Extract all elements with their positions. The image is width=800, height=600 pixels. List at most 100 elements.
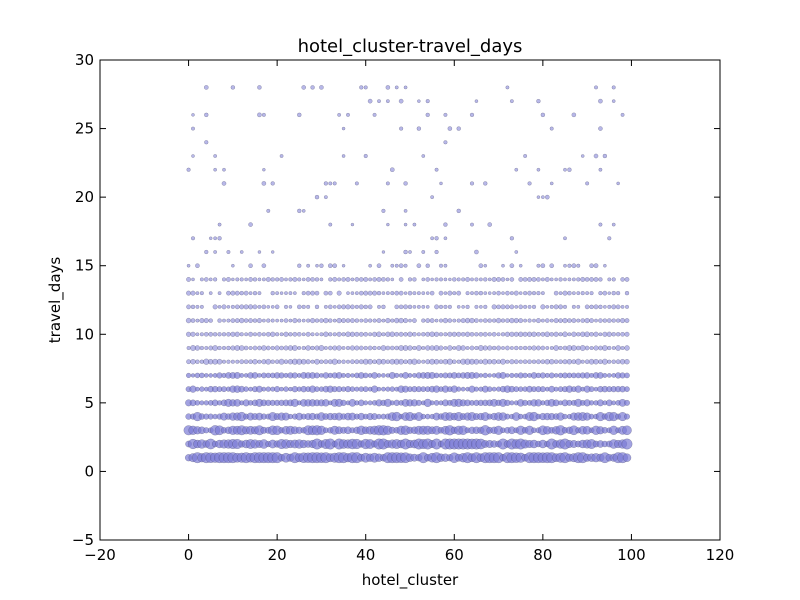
data-point: [226, 359, 231, 364]
data-point: [341, 277, 346, 282]
data-point: [217, 304, 222, 309]
data-point: [257, 331, 262, 337]
data-point: [204, 85, 209, 90]
data-point: [474, 277, 479, 282]
x-tick-label: 80: [533, 546, 552, 564]
data-point: [190, 304, 196, 310]
data-point: [433, 345, 440, 351]
data-point: [354, 304, 359, 309]
data-point: [540, 331, 546, 337]
data-point: [195, 304, 200, 309]
data-point: [349, 331, 356, 337]
data-point: [194, 345, 201, 351]
data-point: [602, 304, 607, 309]
data-point: [315, 332, 319, 337]
data-point: [270, 181, 275, 186]
data-point: [523, 304, 528, 309]
data-point: [464, 331, 471, 337]
data-point: [319, 359, 324, 364]
data-point: [460, 386, 466, 392]
data-point: [607, 277, 612, 282]
data-point: [421, 291, 426, 296]
data-point: [203, 277, 209, 282]
data-point: [589, 304, 594, 310]
data-point: [496, 332, 501, 337]
data-point: [527, 359, 532, 365]
data-point: [496, 276, 502, 282]
data-point: [554, 277, 559, 282]
data-point: [390, 291, 395, 296]
data-point: [602, 318, 608, 323]
data-point: [195, 359, 200, 364]
data-point: [195, 291, 200, 296]
data-point: [421, 304, 426, 309]
data-point: [456, 386, 462, 392]
data-point: [248, 222, 253, 227]
data-point: [505, 345, 510, 351]
x-tick-label: 0: [184, 546, 194, 564]
data-point: [624, 318, 630, 323]
data-point: [368, 332, 373, 337]
data-point: [279, 154, 284, 158]
data-point: [496, 359, 501, 364]
data-point: [562, 290, 568, 296]
data-point: [611, 400, 617, 406]
x-axis-label: hotel_cluster: [362, 571, 459, 590]
data-point: [536, 263, 541, 268]
data-point: [292, 317, 298, 324]
data-point: [190, 331, 196, 337]
data-point: [257, 373, 262, 378]
data-point: [372, 318, 377, 323]
data-point: [527, 345, 532, 351]
data-point: [611, 222, 616, 227]
data-point: [513, 331, 519, 337]
data-point: [239, 290, 244, 296]
data-point: [576, 345, 581, 351]
data-point: [553, 290, 559, 296]
data-point: [377, 99, 381, 104]
data-point: [297, 346, 302, 350]
data-point: [381, 304, 386, 310]
data-point: [434, 249, 439, 255]
data-point: [376, 318, 382, 324]
data-point: [274, 345, 280, 351]
data-point: [558, 332, 563, 337]
y-tick-label: −5: [72, 531, 94, 549]
data-point: [514, 167, 519, 172]
data-point: [323, 290, 329, 296]
data-point: [456, 277, 461, 282]
data-point: [456, 290, 462, 296]
data-point: [540, 277, 545, 282]
data-point: [238, 345, 245, 351]
data-point: [465, 304, 470, 309]
data-point: [509, 304, 515, 310]
data-point: [509, 277, 515, 282]
data-point: [301, 332, 306, 337]
data-point: [438, 290, 444, 296]
data-point: [191, 126, 195, 131]
data-point: [385, 99, 390, 104]
data-point: [536, 290, 541, 296]
data-point: [523, 318, 528, 323]
data-point: [323, 359, 329, 365]
data-point: [443, 277, 448, 282]
data-point: [575, 358, 582, 365]
data-point: [518, 359, 523, 364]
data-point: [243, 318, 249, 323]
data-point: [305, 290, 311, 296]
data-point: [434, 304, 440, 310]
data-point: [279, 318, 284, 323]
data-point: [381, 250, 386, 254]
data-point: [443, 263, 448, 268]
data-point: [252, 332, 258, 337]
data-point: [549, 126, 554, 131]
y-tick-label: 30: [75, 51, 94, 69]
data-point: [292, 291, 297, 296]
data-point: [562, 413, 568, 420]
data-point: [464, 317, 471, 324]
data-point: [536, 195, 541, 199]
data-point: [261, 112, 266, 117]
data-point: [447, 126, 453, 131]
data-point: [403, 208, 408, 213]
data-point: [539, 386, 546, 393]
